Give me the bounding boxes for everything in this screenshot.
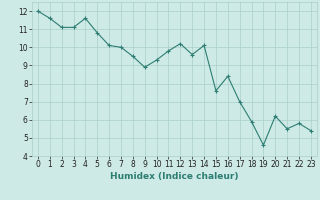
X-axis label: Humidex (Indice chaleur): Humidex (Indice chaleur) [110,172,239,181]
